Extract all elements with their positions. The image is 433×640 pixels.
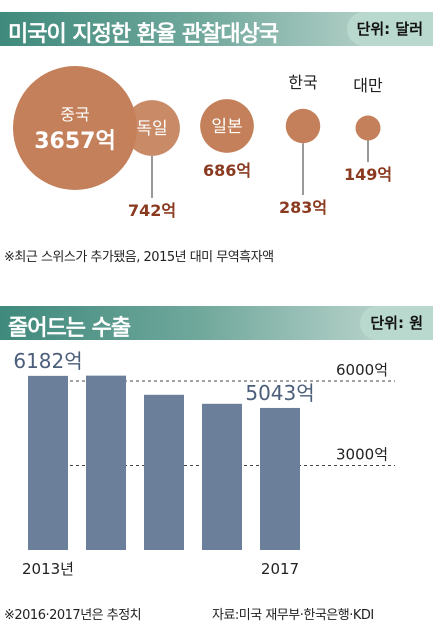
bubble-name: 중국 (60, 105, 89, 124)
bubble-value-label: 149억 (344, 165, 392, 184)
bar-section-header: 줄어드는 수출 단위: 원 (0, 306, 433, 341)
bubble-value-label: 3657억 (34, 129, 115, 154)
bubble-value-label: 742억 (128, 201, 176, 220)
bubble-value-label: 283억 (279, 198, 327, 217)
bar-chart-unit: 단위: 원 (360, 306, 433, 340)
bubble-name: 독일 (136, 119, 167, 139)
bar-chart: 6000억 3000억 6182억 2013년 5043억 2017 (13, 349, 395, 578)
bar-2013년 (28, 375, 68, 550)
bubble-section-header: 미국이 지정한 환율 관찰대상국 단위: 달러 (0, 12, 433, 47)
bubble-name: 대만 (353, 76, 383, 95)
bar-2017 (260, 407, 300, 550)
bubble-chart: 중국 3657억 독일 742억 일본 686억 한국 283억 대만 149억 (13, 66, 392, 220)
bubble-name: 한국 (288, 73, 317, 92)
bar-chart-title: 줄어드는 수출 (8, 316, 131, 341)
bar-data-label: 6182억 (13, 349, 82, 373)
bar-2015 (144, 394, 184, 550)
bar-2014 (86, 375, 126, 550)
bar-2016 (202, 403, 242, 550)
bar-data-label: 5043억 (245, 381, 314, 405)
bubble-chart-title: 미국이 지정한 환율 관찰대상국 (8, 22, 279, 47)
x-tick-label: 2017 (261, 560, 299, 578)
bubble-2: 독일 742억 (124, 100, 180, 220)
bubble-3: 일본 686억 (200, 99, 254, 180)
bubble-value-label: 686억 (203, 161, 251, 180)
bubble-1: 중국 3657억 (13, 66, 137, 190)
x-tick-label: 2013년 (22, 560, 74, 578)
bubble-circle (13, 66, 137, 190)
bubble-circle (124, 100, 180, 156)
bubble-chart-note: ※최근 스위스가 추가됐음, 2015년 대미 무역흑자액 (4, 250, 274, 265)
bubble-5: 대만 149억 (344, 76, 392, 184)
bubble-circle (355, 115, 381, 141)
bubble-circle (200, 99, 254, 153)
reference-line-label: 3000억 (336, 445, 388, 463)
reference-line-label: 6000억 (336, 361, 388, 379)
bar-chart-note: ※2016·2017년은 추정치 (4, 608, 142, 623)
bubble-chart-unit: 단위: 달러 (346, 12, 433, 46)
source-note: 자료:미국 재무부·한국은행·KDI (212, 608, 374, 623)
bubble-name: 일본 (211, 117, 242, 137)
bubble-circle (285, 108, 321, 144)
bubble-4: 한국 283억 (279, 73, 327, 217)
